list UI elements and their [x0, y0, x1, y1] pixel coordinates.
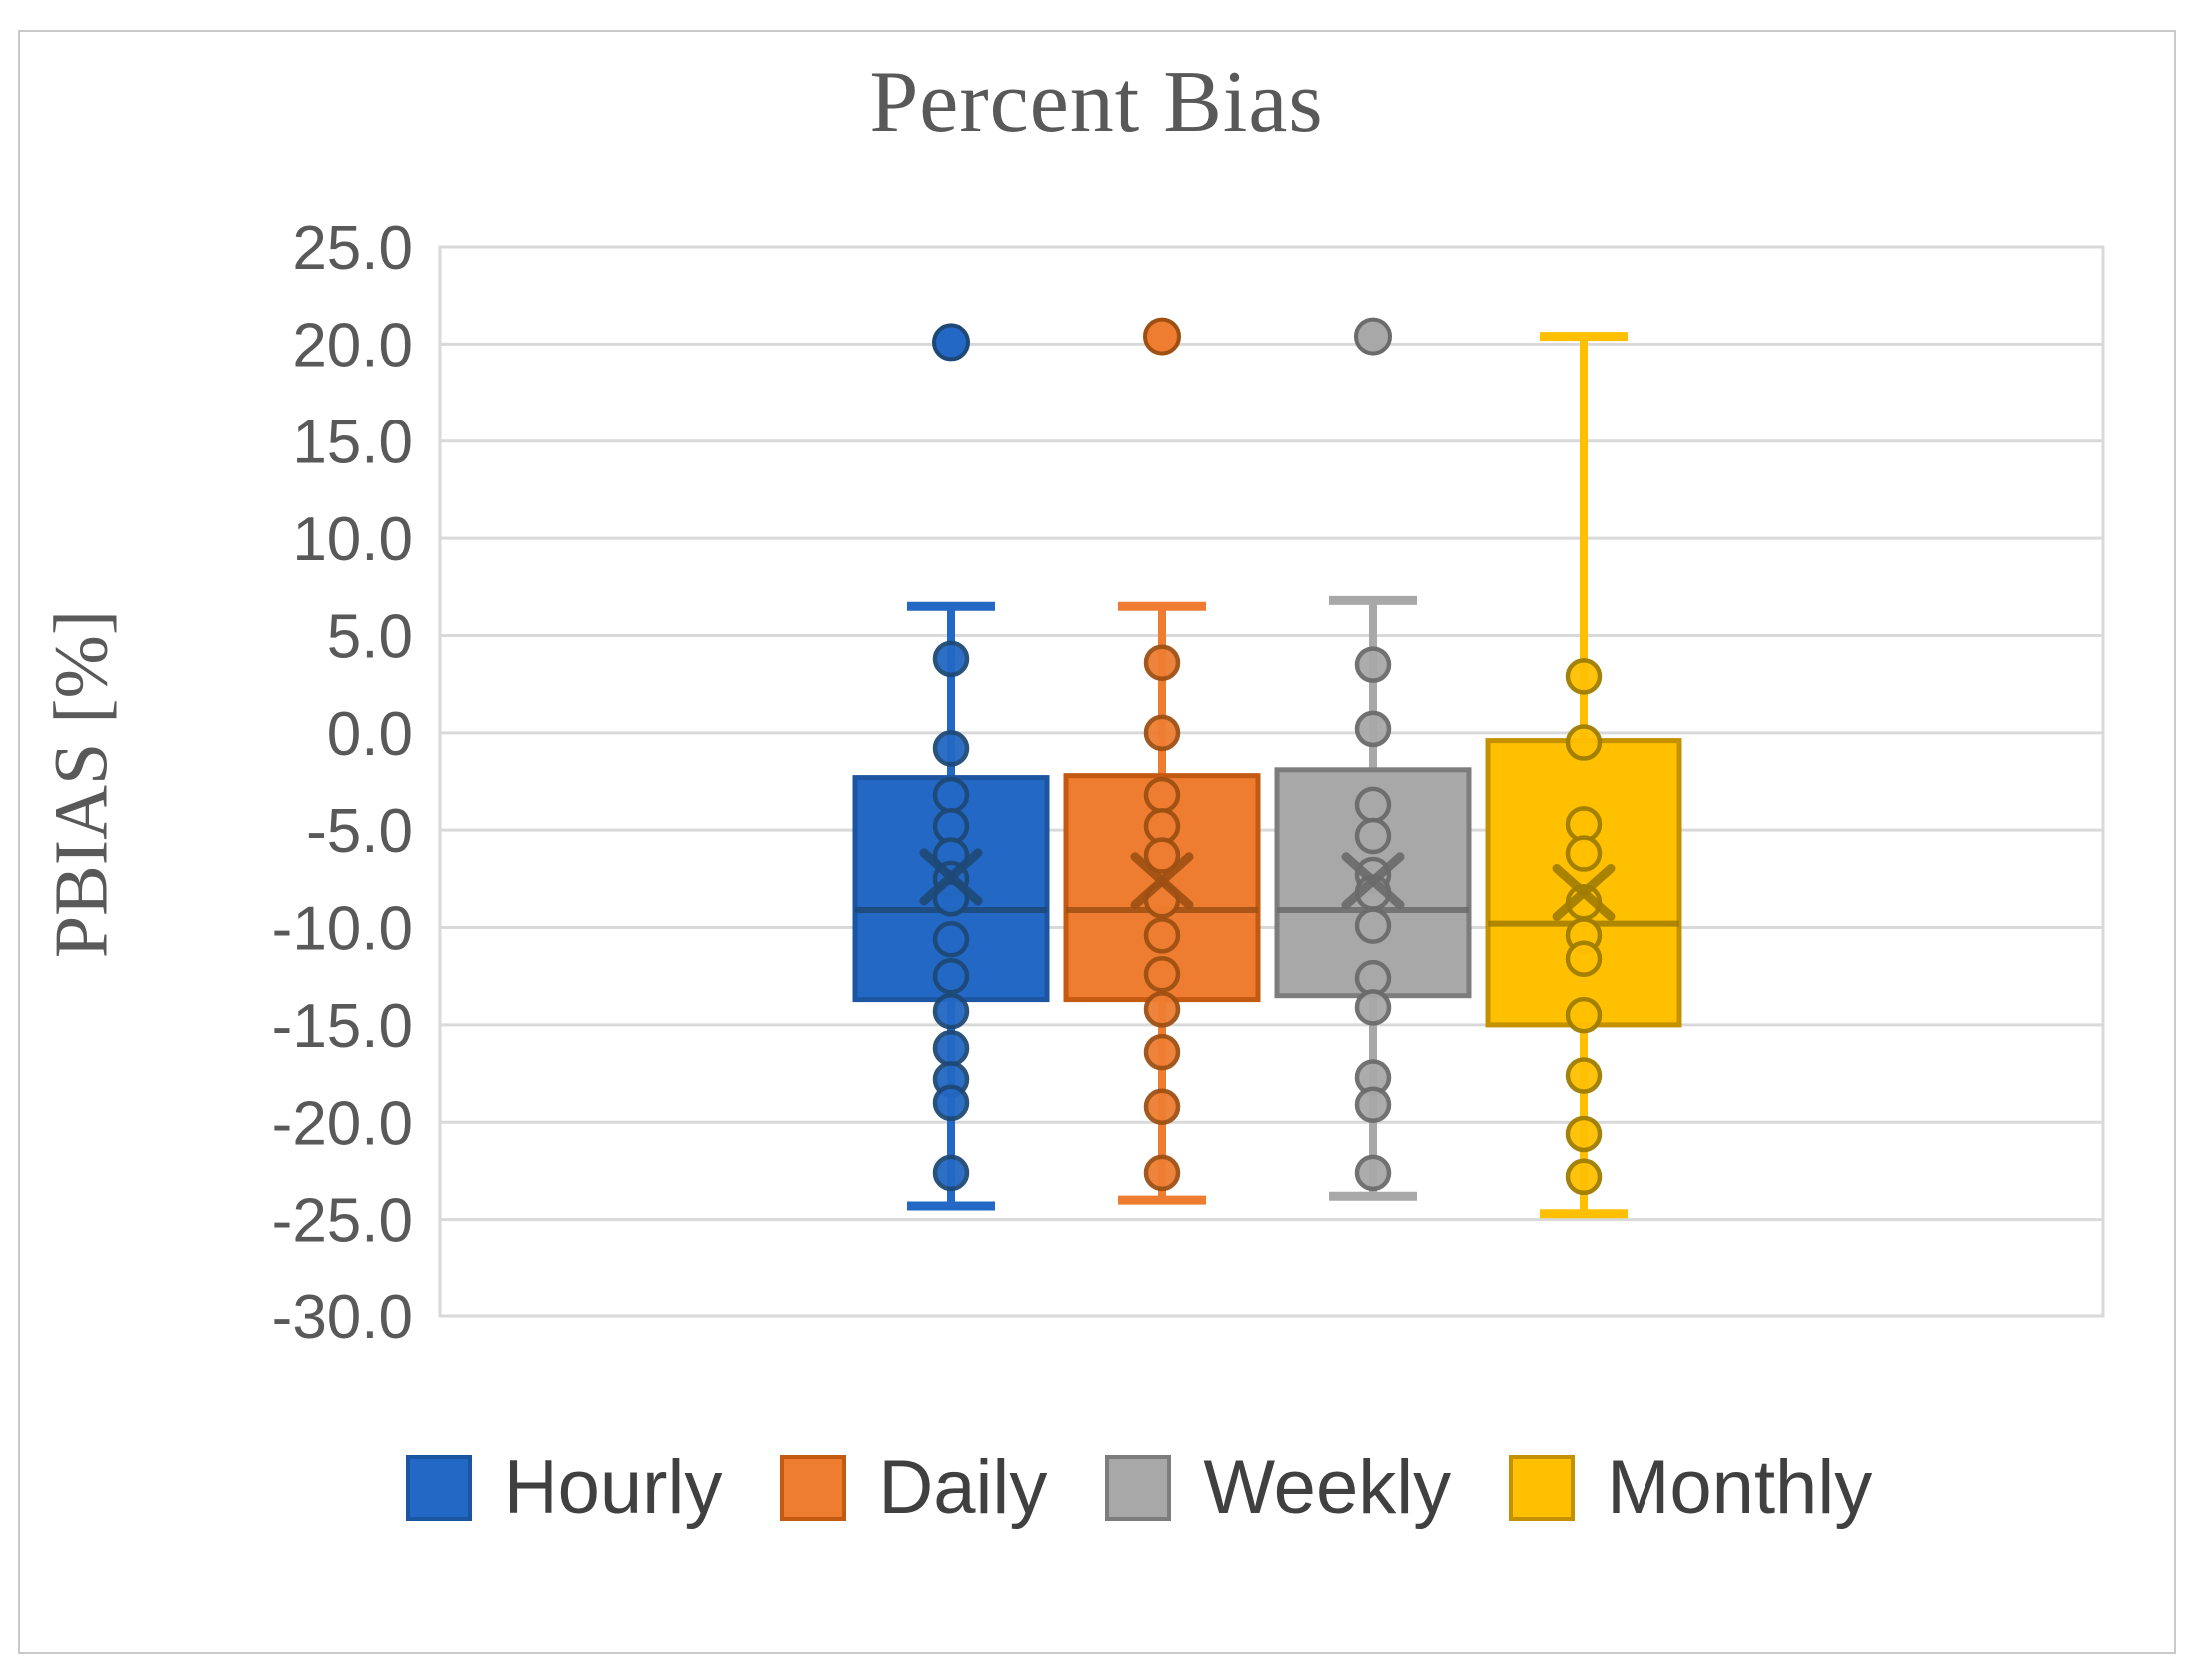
legend-swatch-hourly — [405, 1455, 472, 1521]
data-point-Weekly — [1354, 1086, 1392, 1123]
data-point-Hourly — [932, 1154, 970, 1192]
legend: Hourly Daily Weekly Monthly — [85, 1450, 2193, 1526]
data-point-Daily — [1143, 956, 1181, 993]
mean-marker-Weekly — [1341, 852, 1405, 910]
y-tick-label: 25.0 — [292, 214, 413, 283]
data-point-Daily — [1143, 776, 1181, 814]
data-point-Monthly — [1565, 835, 1603, 872]
legend-swatch-monthly — [1509, 1455, 1576, 1521]
y-tick-label: 5.0 — [327, 602, 413, 671]
data-point-Hourly — [932, 776, 970, 814]
data-point-Hourly — [932, 1084, 970, 1122]
chart-title: Percent Bias — [869, 54, 1324, 151]
data-point-Daily — [1143, 1033, 1181, 1071]
data-point-Weekly — [1354, 989, 1392, 1026]
plot-border — [438, 245, 2105, 1318]
data-point-Daily — [1143, 1154, 1181, 1192]
data-point-Monthly — [1565, 658, 1603, 695]
data-point-Weekly — [1354, 1154, 1392, 1192]
outlier-point-Daily — [1143, 317, 1181, 356]
legend-label-monthly: Monthly — [1607, 1445, 1873, 1530]
legend-swatch-daily — [780, 1455, 847, 1521]
mean-marker-Daily — [1130, 852, 1194, 910]
data-point-Hourly — [932, 920, 970, 958]
data-point-Daily — [1143, 644, 1181, 681]
legend-label-hourly: Hourly — [503, 1445, 723, 1530]
legend-item-hourly: Hourly — [405, 1445, 723, 1530]
data-point-Hourly — [932, 993, 970, 1030]
legend-label-weekly: Weekly — [1203, 1445, 1452, 1530]
data-point-Daily — [1143, 1088, 1181, 1125]
data-point-Daily — [1143, 837, 1181, 874]
legend-swatch-weekly — [1105, 1455, 1172, 1521]
mean-marker-Monthly — [1552, 863, 1616, 921]
box-Monthly — [1485, 738, 1682, 1028]
data-point-Monthly — [1565, 1158, 1603, 1196]
data-point-Monthly — [1565, 1057, 1603, 1094]
data-point-Hourly — [932, 957, 970, 995]
data-point-Daily — [1143, 991, 1181, 1028]
outlier-point-Weekly — [1354, 317, 1392, 356]
y-tick-label: -15.0 — [272, 992, 413, 1061]
y-tick-label: -25.0 — [272, 1187, 413, 1256]
y-tick-label: 20.0 — [292, 311, 413, 380]
data-point-Weekly — [1354, 710, 1392, 748]
figure-border — [18, 30, 2176, 1654]
legend-item-weekly: Weekly — [1105, 1450, 1451, 1526]
data-point-Hourly — [932, 730, 970, 767]
y-tick-label: 0.0 — [327, 700, 413, 769]
data-point-Hourly — [932, 640, 970, 678]
y-tick-label: -10.0 — [272, 895, 413, 964]
data-point-Daily — [1143, 917, 1181, 954]
legend-item-monthly: Monthly — [1509, 1450, 1872, 1526]
data-point-Weekly — [1354, 646, 1392, 683]
data-point-Monthly — [1565, 996, 1603, 1034]
y-tick-label: 15.0 — [292, 409, 413, 477]
y-tick-label: -30.0 — [272, 1283, 413, 1352]
legend-item-daily: Daily — [780, 1450, 1047, 1526]
data-point-Monthly — [1565, 940, 1603, 977]
data-point-Weekly — [1354, 817, 1392, 855]
data-point-Monthly — [1565, 1115, 1603, 1153]
data-point-Hourly — [932, 1030, 970, 1067]
data-point-Daily — [1143, 714, 1181, 752]
y-tick-label: -20.0 — [272, 1089, 413, 1158]
outlier-point-Hourly — [932, 323, 970, 362]
mean-marker-Hourly — [919, 848, 983, 906]
data-point-Weekly — [1354, 786, 1392, 824]
data-point-Weekly — [1354, 907, 1392, 944]
y-tick-label: -5.0 — [306, 797, 413, 866]
y-tick-label: 10.0 — [292, 505, 413, 574]
legend-label-daily: Daily — [878, 1445, 1048, 1530]
data-point-Monthly — [1565, 724, 1603, 761]
